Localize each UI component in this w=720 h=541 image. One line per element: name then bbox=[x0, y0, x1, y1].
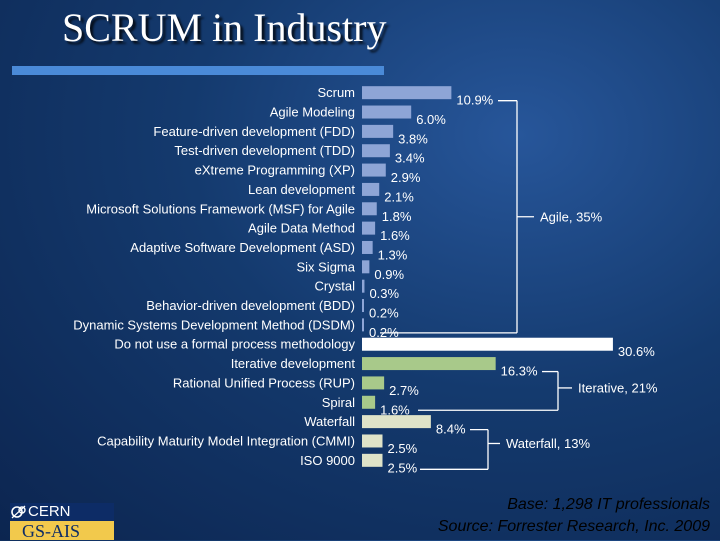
value-label: 16.3% bbox=[501, 364, 538, 379]
bar bbox=[362, 144, 390, 158]
group-label: Waterfall, 13% bbox=[506, 436, 590, 451]
group-label: Iterative, 21% bbox=[578, 380, 658, 395]
bar bbox=[362, 299, 364, 313]
cern-logo: CERN GS-AIS bbox=[10, 503, 114, 541]
group-label: Agile, 35% bbox=[540, 209, 603, 224]
value-label: 1.8% bbox=[382, 209, 412, 224]
category-label: eXtreme Programming (XP) bbox=[195, 163, 355, 178]
value-label: 3.4% bbox=[395, 151, 425, 166]
category-label: Microsoft Solutions Framework (MSF) for … bbox=[86, 201, 355, 216]
value-label: 30.6% bbox=[618, 344, 655, 359]
category-label: Spiral bbox=[322, 395, 355, 410]
category-label: Agile Data Method bbox=[248, 221, 355, 236]
bar bbox=[362, 202, 377, 216]
logo-top-text: CERN bbox=[28, 503, 71, 520]
category-label: Lean development bbox=[248, 182, 355, 197]
value-label: 1.6% bbox=[380, 402, 410, 417]
bar bbox=[362, 124, 394, 138]
value-label: 2.5% bbox=[388, 441, 418, 456]
bar bbox=[362, 163, 386, 177]
bar bbox=[362, 415, 431, 429]
cern-mark-icon bbox=[11, 505, 26, 519]
value-label: 2.5% bbox=[388, 460, 418, 475]
category-label: Adaptive Software Development (ASD) bbox=[130, 240, 355, 255]
bar bbox=[362, 318, 364, 332]
bar bbox=[362, 357, 496, 371]
category-label: Waterfall bbox=[304, 414, 355, 429]
value-label: 2.1% bbox=[384, 189, 414, 204]
bar bbox=[362, 337, 613, 351]
bar bbox=[362, 260, 370, 274]
bar bbox=[362, 395, 376, 409]
category-label: Crystal bbox=[315, 279, 356, 294]
category-label: Feature-driven development (FDD) bbox=[153, 124, 355, 139]
value-label: 1.6% bbox=[380, 228, 410, 243]
slide-title: SCRUM in Industry bbox=[62, 5, 387, 50]
category-label: Agile Modeling bbox=[270, 105, 355, 120]
base-note: Base: 1,298 IT professionals bbox=[507, 496, 710, 513]
category-label: Rational Unified Process (RUP) bbox=[173, 375, 355, 390]
value-label: 6.0% bbox=[416, 112, 446, 127]
bar bbox=[362, 453, 383, 467]
category-label: Test-driven development (TDD) bbox=[174, 143, 355, 158]
category-label: Capability Maturity Model Integration (C… bbox=[97, 433, 355, 448]
bar bbox=[362, 86, 452, 100]
value-label: 2.7% bbox=[389, 383, 419, 398]
value-label: 3.8% bbox=[398, 131, 428, 146]
value-label: 0.3% bbox=[369, 286, 399, 301]
category-label: ISO 9000 bbox=[300, 453, 355, 468]
bar bbox=[362, 434, 383, 448]
source-note: Base: 1,298 IT professionals Source: For… bbox=[438, 494, 710, 538]
bar bbox=[362, 182, 380, 196]
bar bbox=[362, 221, 376, 235]
category-label: Do not use a formal process methodology bbox=[114, 337, 355, 352]
title-underline bbox=[12, 66, 384, 75]
source-credit: Source: Forrester Research, Inc. 2009 bbox=[437, 518, 710, 535]
value-label: 2.9% bbox=[391, 170, 421, 185]
category-label: Dynamic Systems Development Method (DSDM… bbox=[73, 317, 355, 332]
category-label: Iterative development bbox=[231, 356, 356, 371]
category-label: Scrum bbox=[317, 85, 355, 100]
bar bbox=[362, 240, 373, 254]
value-label: 8.4% bbox=[436, 422, 466, 437]
value-label: 1.3% bbox=[378, 247, 408, 262]
logo-bottom-text: GS-AIS bbox=[22, 521, 81, 541]
bar bbox=[362, 105, 412, 119]
value-label: 10.9% bbox=[456, 93, 493, 108]
category-label: Behavior-driven development (BDD) bbox=[146, 298, 355, 313]
value-label: 0.9% bbox=[374, 267, 404, 282]
bar bbox=[362, 279, 365, 293]
value-label: 0.2% bbox=[369, 306, 399, 321]
category-label: Six Sigma bbox=[296, 259, 355, 274]
bar bbox=[362, 376, 385, 390]
